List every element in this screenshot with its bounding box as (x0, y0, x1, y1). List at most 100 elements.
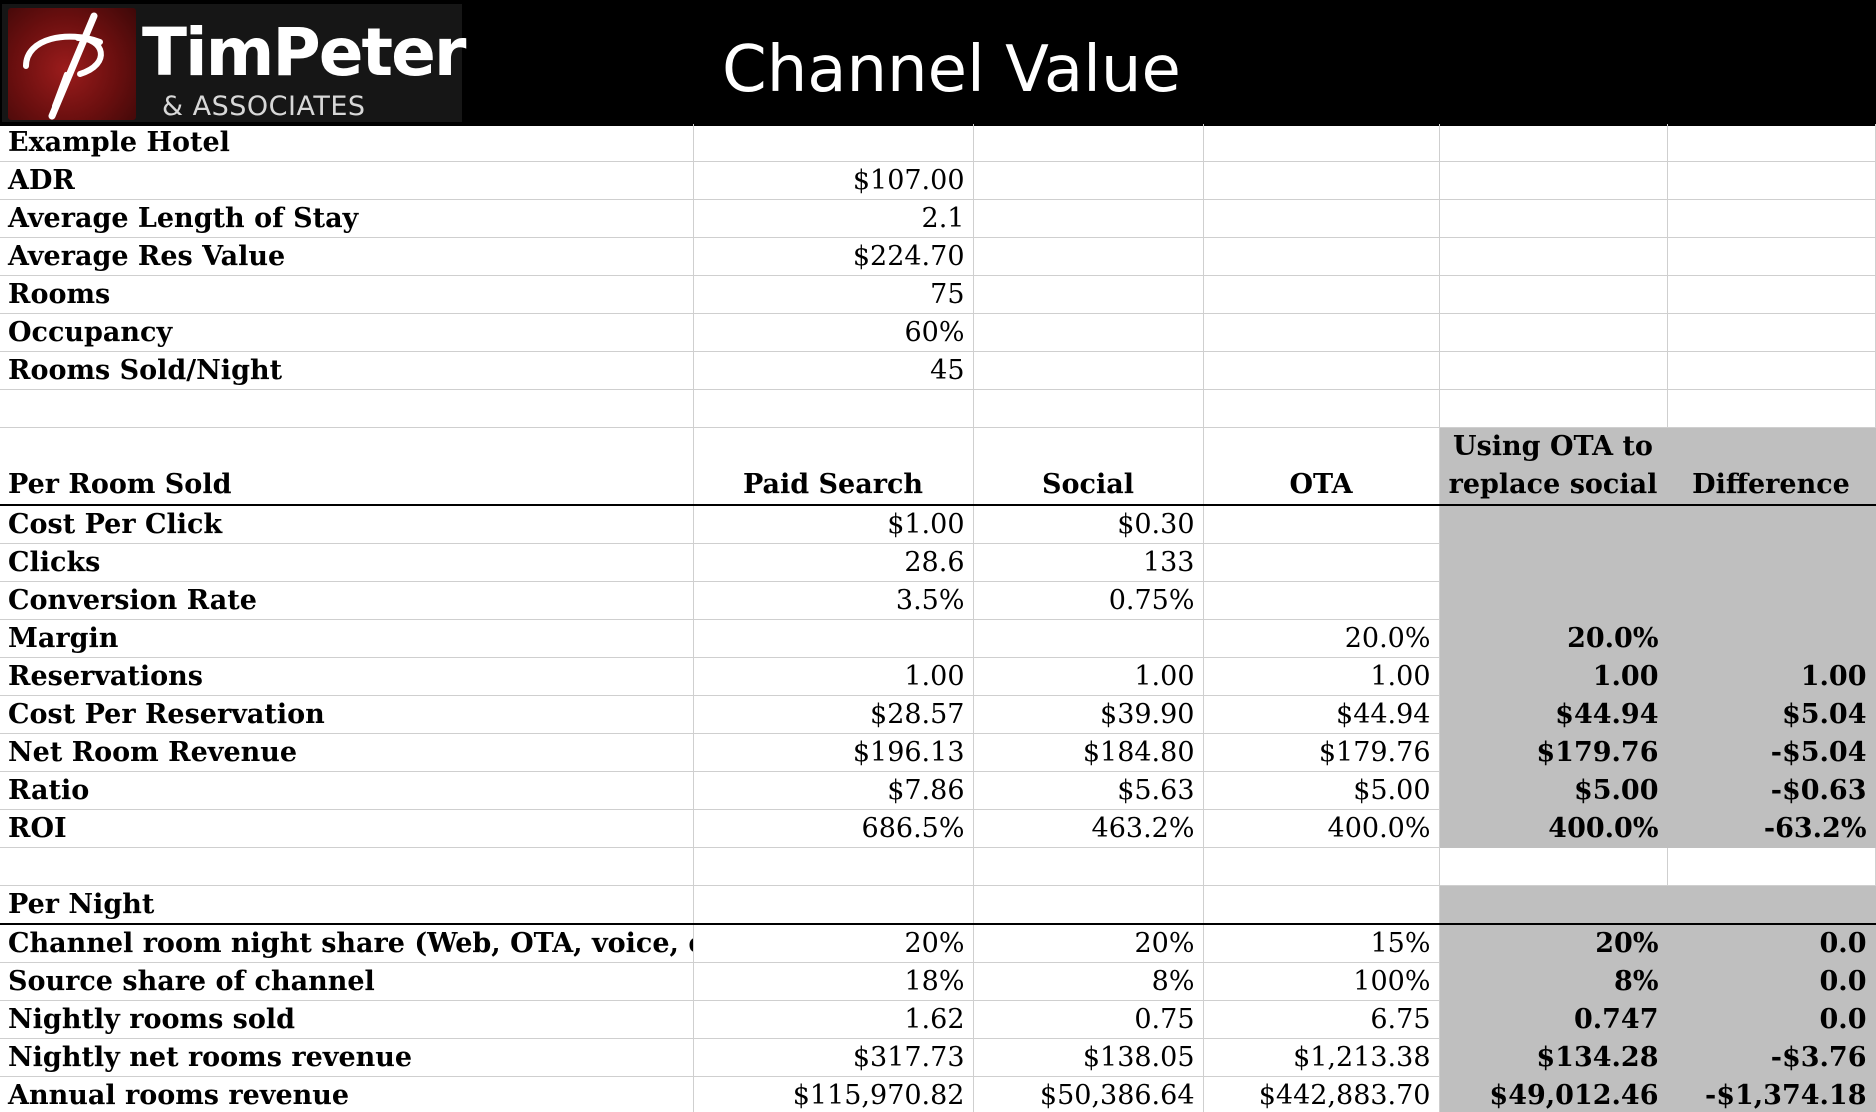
empty-cell[interactable] (973, 351, 1204, 390)
empty-cell[interactable] (693, 847, 974, 886)
row-label[interactable]: Annual rooms revenue (0, 1076, 694, 1112)
row-label[interactable]: Ratio (0, 771, 694, 810)
empty-cell[interactable] (693, 885, 974, 925)
paid-search-value[interactable]: $317.73 (693, 1038, 974, 1077)
cell[interactable] (1439, 124, 1668, 162)
empty-cell[interactable] (1667, 237, 1876, 276)
row-label[interactable]: Conversion Rate (0, 581, 694, 620)
replace-social-value[interactable]: $49,012.46 (1439, 1076, 1668, 1112)
paid-search-value[interactable]: 20% (693, 924, 974, 963)
empty-cell[interactable] (973, 313, 1204, 352)
row-label[interactable]: Rooms Sold/Night (0, 351, 694, 390)
row-label[interactable]: Nightly net rooms revenue (0, 1038, 694, 1077)
replace-social-value[interactable]: $5.00 (1439, 771, 1668, 810)
row-label[interactable]: Channel room night share (Web, OTA, voic… (0, 924, 694, 963)
paid-search-value[interactable]: 28.6 (693, 543, 974, 582)
difference-value[interactable] (1667, 505, 1876, 544)
difference-value[interactable]: 0.0 (1667, 924, 1876, 963)
difference-value[interactable]: -$0.63 (1667, 771, 1876, 810)
social-value[interactable]: 463.2% (973, 809, 1204, 848)
ota-value[interactable]: 15% (1203, 924, 1440, 963)
social-value[interactable]: $50,386.64 (973, 1076, 1204, 1112)
row-value[interactable]: $224.70 (693, 237, 974, 276)
empty-cell[interactable] (1439, 351, 1668, 390)
difference-value[interactable]: 0.0 (1667, 1000, 1876, 1039)
empty-cell[interactable] (1203, 161, 1440, 200)
paid-search-value[interactable]: $1.00 (693, 505, 974, 544)
difference-value[interactable]: $5.04 (1667, 695, 1876, 734)
empty-cell[interactable] (1667, 161, 1876, 200)
ota-value[interactable]: 1.00 (1203, 657, 1440, 696)
row-value[interactable]: 2.1 (693, 199, 974, 238)
empty-cell[interactable] (973, 199, 1204, 238)
difference-value[interactable]: -63.2% (1667, 809, 1876, 848)
empty-cell[interactable] (1667, 885, 1876, 925)
empty-cell[interactable] (1203, 389, 1440, 428)
column-header-paid-search[interactable]: Paid Search (693, 427, 974, 506)
empty-cell[interactable] (1667, 389, 1876, 428)
paid-search-value[interactable]: 1.62 (693, 1000, 974, 1039)
empty-cell[interactable] (1667, 275, 1876, 314)
row-value[interactable]: 60% (693, 313, 974, 352)
empty-cell[interactable] (0, 847, 694, 886)
replace-social-value[interactable]: 20.0% (1439, 619, 1668, 658)
row-label[interactable]: Margin (0, 619, 694, 658)
empty-cell[interactable] (1439, 885, 1668, 925)
empty-cell[interactable] (1439, 275, 1668, 314)
empty-cell[interactable] (1203, 237, 1440, 276)
row-label[interactable]: ROI (0, 809, 694, 848)
replace-social-value[interactable]: 400.0% (1439, 809, 1668, 848)
empty-cell[interactable] (973, 885, 1204, 925)
empty-cell[interactable] (1203, 199, 1440, 238)
cell[interactable] (1667, 124, 1876, 162)
row-value[interactable]: $107.00 (693, 161, 974, 200)
row-label[interactable]: Occupancy (0, 313, 694, 352)
social-value[interactable]: $184.80 (973, 733, 1204, 772)
row-label[interactable]: Net Room Revenue (0, 733, 694, 772)
section-heading[interactable]: Per Room Sold (0, 427, 694, 506)
empty-cell[interactable] (1667, 351, 1876, 390)
empty-cell[interactable] (1203, 313, 1440, 352)
replace-social-value[interactable] (1439, 581, 1668, 620)
ota-value[interactable]: $442,883.70 (1203, 1076, 1440, 1112)
ota-value[interactable]: 400.0% (1203, 809, 1440, 848)
row-label[interactable]: Clicks (0, 543, 694, 582)
ota-value[interactable] (1203, 581, 1440, 620)
cell[interactable] (693, 124, 974, 162)
social-value[interactable]: 8% (973, 962, 1204, 1001)
row-label[interactable]: Average Res Value (0, 237, 694, 276)
replace-social-value[interactable]: 8% (1439, 962, 1668, 1001)
social-value[interactable]: $5.63 (973, 771, 1204, 810)
replace-social-value[interactable]: 0.747 (1439, 1000, 1668, 1039)
paid-search-value[interactable]: 1.00 (693, 657, 974, 696)
empty-cell[interactable] (973, 389, 1204, 428)
social-value[interactable]: 20% (973, 924, 1204, 963)
column-header-replace-social[interactable]: Using OTA to replace social (1439, 427, 1668, 506)
difference-value[interactable] (1667, 619, 1876, 658)
ota-value[interactable]: $1,213.38 (1203, 1038, 1440, 1077)
empty-cell[interactable] (1439, 161, 1668, 200)
row-label[interactable]: Cost Per Click (0, 505, 694, 544)
row-label[interactable]: Cost Per Reservation (0, 695, 694, 734)
social-value[interactable] (973, 619, 1204, 658)
difference-value[interactable]: -$1,374.18 (1667, 1076, 1876, 1112)
ota-value[interactable]: 20.0% (1203, 619, 1440, 658)
ota-value[interactable] (1203, 505, 1440, 544)
empty-cell[interactable] (1439, 237, 1668, 276)
column-header-difference[interactable]: Difference (1667, 427, 1876, 506)
empty-cell[interactable] (973, 275, 1204, 314)
difference-value[interactable] (1667, 581, 1876, 620)
paid-search-value[interactable]: $115,970.82 (693, 1076, 974, 1112)
replace-social-value[interactable]: 1.00 (1439, 657, 1668, 696)
ota-value[interactable]: $179.76 (1203, 733, 1440, 772)
difference-value[interactable]: -$5.04 (1667, 733, 1876, 772)
paid-search-value[interactable]: $28.57 (693, 695, 974, 734)
social-value[interactable]: 0.75% (973, 581, 1204, 620)
empty-cell[interactable] (1439, 313, 1668, 352)
paid-search-value[interactable]: 686.5% (693, 809, 974, 848)
replace-social-value[interactable]: 20% (1439, 924, 1668, 963)
paid-search-value[interactable]: $7.86 (693, 771, 974, 810)
empty-cell[interactable] (1439, 199, 1668, 238)
row-label[interactable]: Average Length of Stay (0, 199, 694, 238)
row-value[interactable]: 75 (693, 275, 974, 314)
